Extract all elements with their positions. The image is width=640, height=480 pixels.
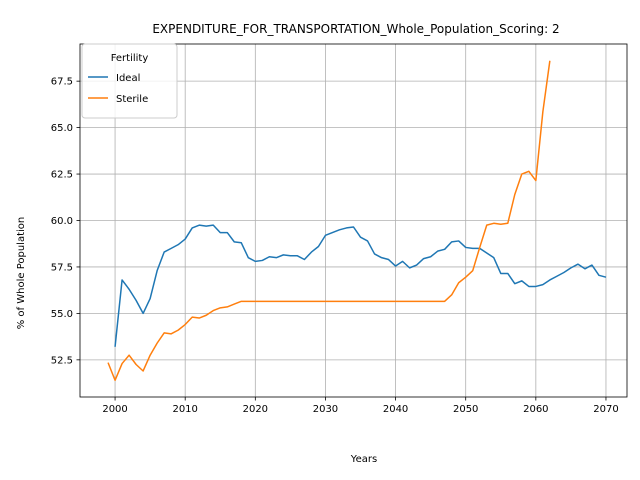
y-tick-label: 60.0 [51, 216, 73, 227]
legend-title: Fertility [111, 53, 149, 64]
x-tick-label: 2040 [383, 404, 408, 415]
x-tick-label: 2030 [313, 404, 338, 415]
x-tick-label: 2010 [172, 404, 197, 415]
legend: Fertility Ideal Sterile [81, 43, 178, 119]
x-axis-title: Years [350, 454, 377, 465]
legend-box [81, 43, 178, 119]
y-tick-label: 57.5 [51, 262, 73, 273]
y-tick-label: 52.5 [51, 355, 73, 366]
legend-label-sterile: Sterile [116, 94, 148, 105]
x-tick-label: 2020 [243, 404, 268, 415]
series-line-sterile [107, 60, 551, 382]
series-layer [107, 60, 607, 382]
x-tick-label: 2050 [453, 404, 478, 415]
y-tick-label: 62.5 [51, 170, 73, 181]
chart-title: EXPENDITURE_FOR_TRANSPORTATION_Whole_Pop… [152, 22, 559, 36]
y-axis-title: % of Whole Population [16, 217, 27, 330]
grid [80, 44, 627, 397]
y-axis: 52.5 55.0 57.5 60.0 62.5 65.0 67.5 [51, 77, 80, 366]
series-line-ideal [114, 224, 607, 347]
x-tick-label: 2070 [593, 404, 618, 415]
y-tick-label: 55.0 [51, 309, 73, 320]
y-tick-label: 65.0 [51, 123, 73, 134]
x-axis: 2000 2010 2020 2030 2040 2050 2060 2070 [102, 397, 619, 415]
legend-label-ideal: Ideal [116, 73, 140, 84]
y-tick-label: 67.5 [51, 77, 73, 88]
x-tick-label: 2060 [523, 404, 548, 415]
x-tick-label: 2000 [102, 404, 127, 415]
